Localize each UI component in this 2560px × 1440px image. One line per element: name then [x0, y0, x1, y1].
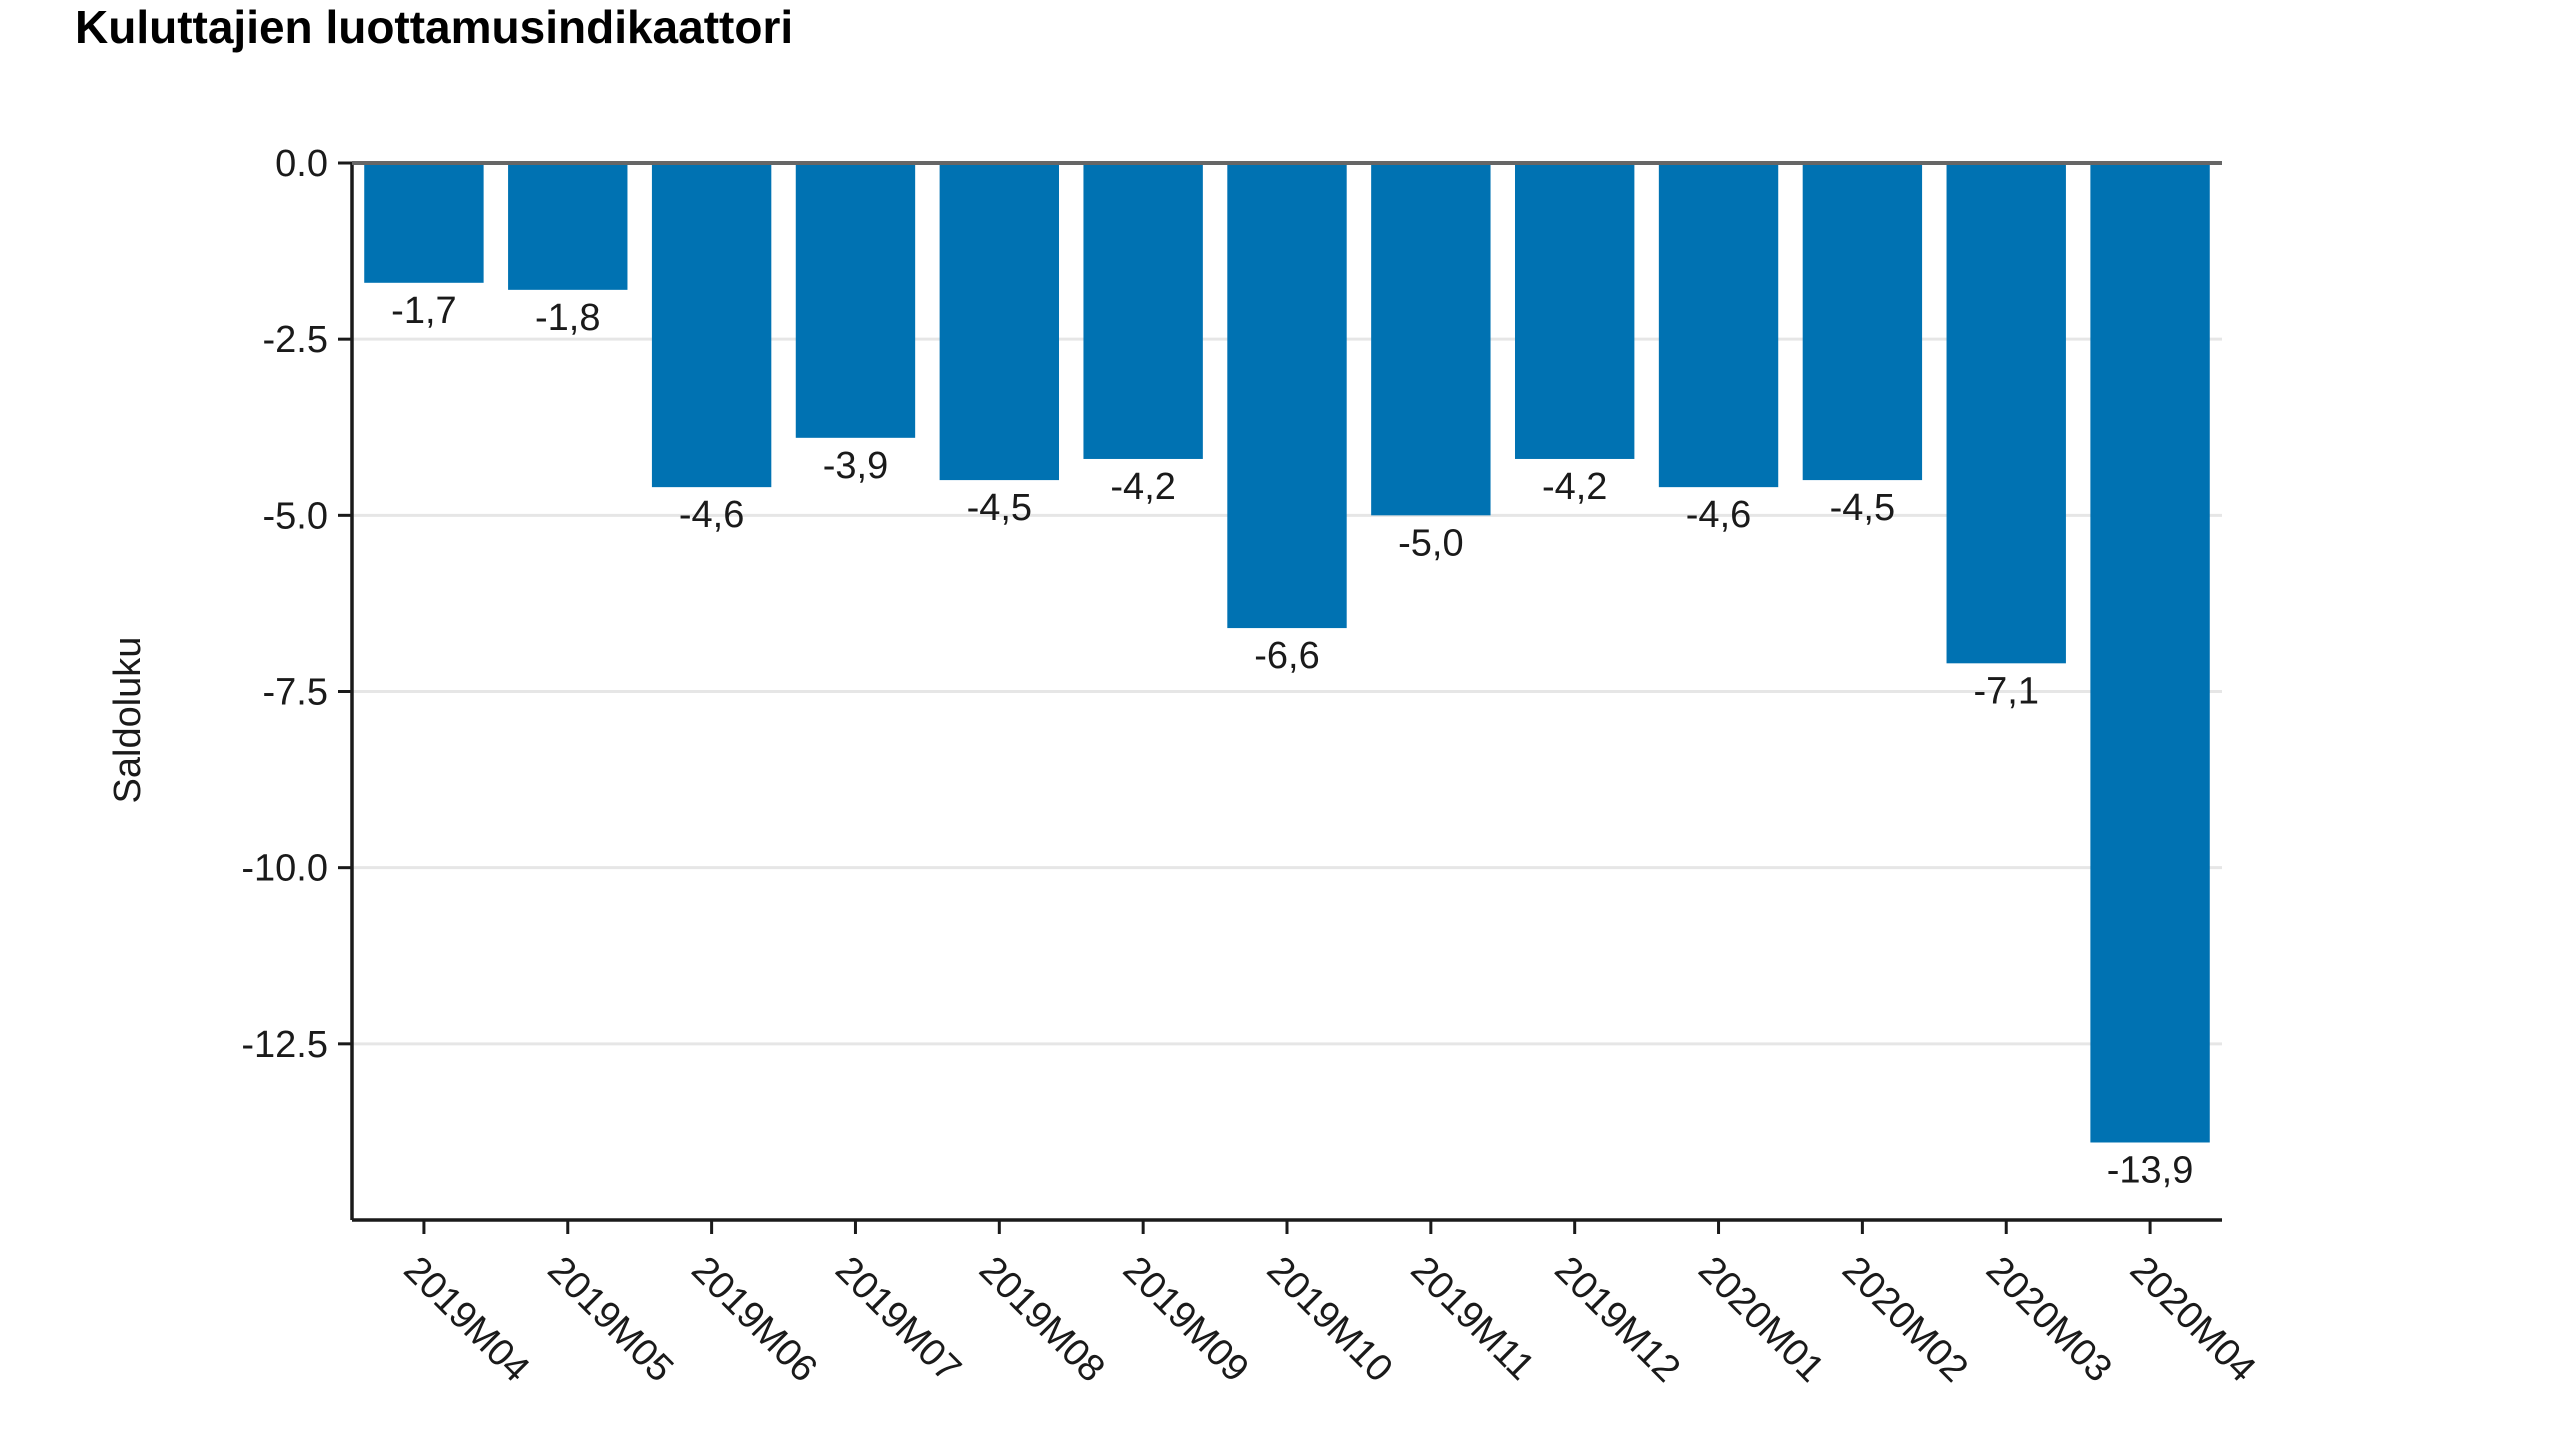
data-label-2019m04: -1,7	[391, 290, 456, 332]
x-tick-label-2019m07: 2019M07	[827, 1249, 969, 1391]
bar-2019m08	[939, 163, 1060, 481]
x-tick-label-2020m02: 2020M02	[1834, 1249, 1976, 1391]
bar-2020m01	[1658, 163, 1779, 488]
bar-2019m09	[1083, 163, 1203, 459]
bars	[364, 163, 2210, 1143]
bar-2020m02	[1802, 163, 1923, 481]
data-label-2020m02: -4,5	[1830, 487, 1895, 529]
y-tick-label: -10.0	[241, 848, 328, 890]
x-tick-label-2020m01: 2020M01	[1690, 1249, 1832, 1391]
x-axis-ticks: 2019M04 2019M05 2019M06 2019M07 2019M08 2019M…	[396, 1220, 2264, 1391]
data-label-2020m01: -4,6	[1686, 494, 1751, 536]
data-label-2019m07: -3,9	[823, 445, 888, 487]
data-label-2019m12: -4,2	[1542, 466, 1607, 508]
x-tick-label-2019m11: 2019M11	[1402, 1249, 1542, 1389]
x-tick-label-2019m05: 2019M05	[539, 1249, 681, 1391]
x-tick-label-2019m08: 2019M08	[971, 1249, 1113, 1391]
bar-2019m12	[1514, 163, 1635, 459]
bar-2019m07	[795, 163, 916, 438]
bar-2019m06	[651, 163, 772, 488]
bar-2019m11	[1371, 163, 1491, 516]
x-tick-label-2020m04: 2020M04	[2122, 1249, 2264, 1391]
data-label-2019m09: -4,2	[1110, 466, 1175, 508]
x-tick-label-2019m04: 2019M04	[396, 1249, 538, 1391]
y-tick-label: 0.0	[275, 143, 328, 185]
x-tick-label-2019m10: 2019M10	[1259, 1249, 1401, 1391]
data-label-2019m06: -4,6	[679, 494, 744, 536]
chart-title: Kuluttajien luottamusindikaattori	[75, 1, 794, 53]
x-tick-label-2020m03: 2020M03	[1978, 1249, 2120, 1391]
y-tick-label: -2.5	[263, 319, 328, 361]
bar-2019m04	[364, 163, 484, 283]
data-label-2019m08: -4,5	[967, 487, 1032, 529]
data-label-2019m10: -6,6	[1254, 635, 1319, 677]
y-tick-label: -5.0	[263, 495, 328, 537]
data-labels: -1,7 -1,8 -4,6 -3,9 -4,5 -4,2 -6,6 -5,0 -4,2 -4,6…	[391, 290, 2193, 1192]
y-axis-ticks: 0.0 -2.5 -5.0 -7.5 -10.0 -12.5	[241, 143, 352, 1066]
data-label-2019m05: -1,8	[535, 297, 600, 339]
data-label-2020m03: -7,1	[1973, 670, 2038, 712]
data-label-2020m04: -13,9	[2107, 1149, 2194, 1191]
y-axis-title: Saldoluku	[107, 637, 149, 804]
x-tick-label-2019m12: 2019M12	[1546, 1249, 1688, 1391]
bar-2019m05	[508, 163, 628, 290]
y-tick-label: -7.5	[263, 672, 328, 714]
y-tick-label: -12.5	[241, 1024, 328, 1066]
bar-2019m10	[1227, 163, 1347, 629]
x-tick-label-2019m09: 2019M09	[1115, 1249, 1257, 1391]
bar-2020m03	[1946, 163, 2066, 664]
data-label-2019m11: -5,0	[1398, 522, 1463, 564]
x-tick-label-2019m06: 2019M06	[683, 1249, 825, 1391]
bar-2020m04	[2090, 163, 2210, 1143]
